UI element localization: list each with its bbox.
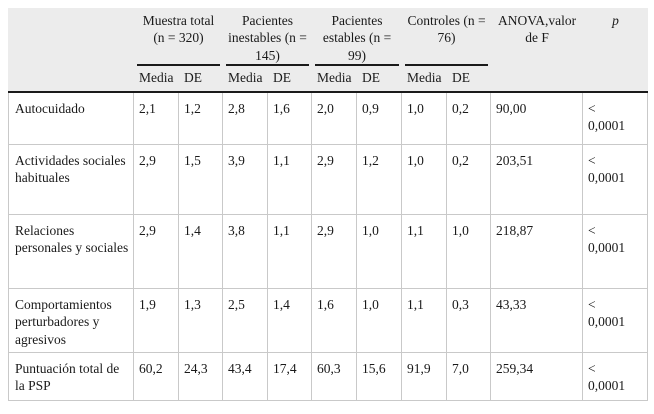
media-cell: 2,9 xyxy=(312,215,358,290)
table-body: Autocuidado 2,1 1,2 2,8 1,6 2,0 0,9 1,0 … xyxy=(8,93,649,402)
table-row-puntuacion-total-psp: Puntuación total de la PSP 60,2 24,3 43,… xyxy=(8,353,649,402)
de-cell: 0,2 xyxy=(447,93,492,146)
de-cell: 0,2 xyxy=(447,145,492,216)
results-table-container: Muestra total (n = 320) Pacientes inesta… xyxy=(8,8,649,402)
p-value-cell: < 0,0001 xyxy=(583,289,649,354)
de-cell: 1,1 xyxy=(268,145,313,216)
media-cell: 1,1 xyxy=(402,215,448,290)
de-cell: 1,3 xyxy=(179,289,223,354)
de-cell: 24,3 xyxy=(179,353,223,402)
anova-f-cell: 43,33 xyxy=(491,289,584,354)
subheader-de-muestra: DE xyxy=(179,65,223,94)
media-cell: 1,0 xyxy=(402,145,448,216)
subheader-de-controles: DE xyxy=(447,65,492,94)
subheader-row: Media DE Media DE Media DE Media DE xyxy=(8,65,648,94)
table-row-actividades-sociales: Actividades sociales habituales 2,9 1,5 … xyxy=(8,145,649,216)
p-value-cell: < 0,0001 xyxy=(583,353,649,402)
media-cell: 60,3 xyxy=(312,353,358,402)
media-cell: 43,4 xyxy=(223,353,268,402)
subheader-media-estables: Media xyxy=(312,65,358,94)
p-value-cell: < 0,0001 xyxy=(583,93,649,146)
de-cell: 1,6 xyxy=(268,93,313,146)
media-cell: 1,1 xyxy=(402,289,448,354)
table-header: Muestra total (n = 320) Pacientes inesta… xyxy=(8,8,649,94)
media-cell: 60,2 xyxy=(134,353,179,402)
de-cell: 1,0 xyxy=(357,215,403,290)
group-header-pacientes-inestables: Pacientes inestables (n = 145) xyxy=(223,8,313,66)
media-cell: 1,0 xyxy=(402,93,448,146)
de-cell: 1,5 xyxy=(179,145,223,216)
anova-f-cell: 90,00 xyxy=(491,93,584,146)
anova-f-cell: 218,87 xyxy=(491,215,584,290)
subheader-media-controles: Media xyxy=(402,65,448,94)
de-cell: 1,2 xyxy=(179,93,223,146)
subheader-de-estables: DE xyxy=(357,65,403,94)
subheader-media-muestra: Media xyxy=(134,65,179,94)
de-cell: 7,0 xyxy=(447,353,492,402)
group-header-pacientes-estables: Pacientes estables (n = 99) xyxy=(312,8,403,66)
media-cell: 1,6 xyxy=(312,289,358,354)
p-value-header: p xyxy=(583,8,649,94)
p-value-cell: < 0,0001 xyxy=(583,145,649,216)
de-cell: 0,9 xyxy=(357,93,403,146)
table-row-relaciones-personales: Relaciones personales y sociales 2,9 1,4… xyxy=(8,215,649,290)
group-header-muestra-total: Muestra total (n = 320) xyxy=(134,8,223,66)
row-label: Comportamientos perturbadores y agresivo… xyxy=(8,289,134,354)
media-cell: 3,8 xyxy=(223,215,268,290)
group-header-controles: Controles (n = 76) xyxy=(402,8,492,66)
row-label: Relaciones personales y sociales xyxy=(8,215,134,290)
table-row-autocuidado: Autocuidado 2,1 1,2 2,8 1,6 2,0 0,9 1,0 … xyxy=(8,93,649,146)
subheader-de-inestables: DE xyxy=(268,65,313,94)
group-header-row: Muestra total (n = 320) Pacientes inesta… xyxy=(8,8,649,94)
anova-f-cell: 203,51 xyxy=(491,145,584,216)
de-cell: 0,3 xyxy=(447,289,492,354)
media-cell: 3,9 xyxy=(223,145,268,216)
psp-anova-table: Muestra total (n = 320) Pacientes inesta… xyxy=(8,8,649,402)
media-cell: 91,9 xyxy=(402,353,448,402)
row-label: Actividades sociales habituales xyxy=(8,145,134,216)
media-cell: 2,9 xyxy=(134,215,179,290)
row-label: Puntuación total de la PSP xyxy=(8,353,134,402)
media-cell: 2,5 xyxy=(223,289,268,354)
de-cell: 1,2 xyxy=(357,145,403,216)
de-cell: 1,4 xyxy=(268,289,313,354)
anova-f-cell: 259,34 xyxy=(491,353,584,402)
media-cell: 2,8 xyxy=(223,93,268,146)
media-cell: 1,9 xyxy=(134,289,179,354)
media-cell: 2,0 xyxy=(312,93,358,146)
anova-header: ANOVA,valor de F xyxy=(491,8,584,94)
table-row-comportamientos-perturbadores: Comportamientos perturbadores y agresivo… xyxy=(8,289,649,354)
subheader-media-inestables: Media xyxy=(223,65,268,94)
row-label: Autocuidado xyxy=(8,93,134,146)
de-cell: 15,6 xyxy=(357,353,403,402)
de-cell: 17,4 xyxy=(268,353,313,402)
de-cell: 1,4 xyxy=(179,215,223,290)
de-cell: 1,1 xyxy=(268,215,313,290)
de-cell: 1,0 xyxy=(357,289,403,354)
p-value-cell: < 0,0001 xyxy=(583,215,649,290)
media-cell: 2,1 xyxy=(134,93,179,146)
de-cell: 1,0 xyxy=(447,215,492,290)
media-cell: 2,9 xyxy=(312,145,358,216)
corner-empty-header xyxy=(8,8,134,94)
media-cell: 2,9 xyxy=(134,145,179,216)
